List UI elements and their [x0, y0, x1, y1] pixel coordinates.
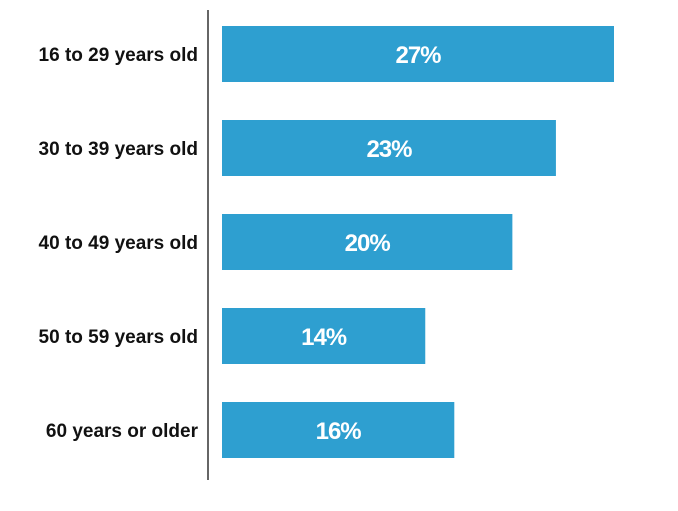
value-label: 14%	[301, 324, 347, 351]
bars-group	[222, 26, 614, 458]
value-labels-group: 27% 23% 20% 14% 16%	[301, 42, 442, 445]
value-label: 16%	[316, 418, 362, 445]
bar-3	[222, 214, 513, 270]
category-label: 30 to 39 years old	[39, 139, 198, 160]
category-label: 50 to 59 years old	[39, 327, 198, 348]
bar-2	[222, 120, 556, 176]
category-label: 16 to 29 years old	[39, 45, 198, 66]
value-label: 20%	[345, 230, 391, 257]
bar-5	[222, 402, 455, 458]
category-labels-group: 16 to 29 years old 30 to 39 years old 40 t…	[39, 45, 199, 442]
value-label: 23%	[366, 136, 412, 163]
value-label: 27%	[395, 42, 441, 69]
category-label: 60 years or older	[46, 421, 199, 442]
bar-1	[222, 26, 614, 82]
bar-4	[222, 308, 426, 364]
category-label: 40 to 49 years old	[39, 233, 198, 254]
